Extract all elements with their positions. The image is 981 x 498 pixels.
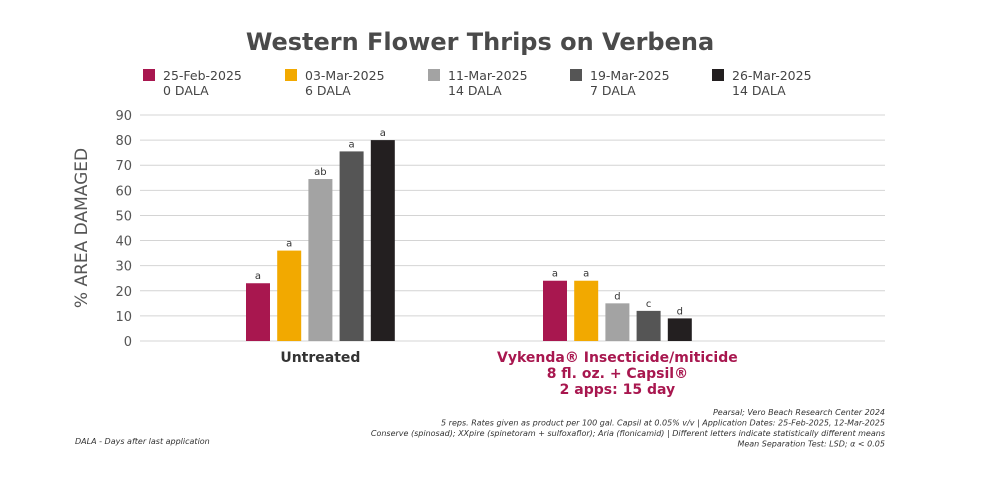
significance-letter: a: [583, 269, 589, 280]
y-axis-label: % AREA DAMAGED: [72, 148, 92, 308]
y-tick-label: 30: [115, 260, 132, 275]
significance-letter: d: [614, 291, 620, 302]
legend-label: 03-Mar-2025: [305, 68, 385, 83]
category-label: 2 apps: 15 day: [560, 382, 675, 398]
dala-note: DALA - Days after last application: [75, 437, 210, 446]
y-tick-label: 60: [115, 184, 132, 199]
legend-swatch: [712, 69, 724, 81]
category-label: Untreated: [280, 350, 360, 366]
chart-title: Western Flower Thrips on Verbena: [246, 28, 714, 56]
bar: [574, 280, 599, 341]
y-tick-label: 0: [124, 335, 132, 350]
category-label: 8 fl. oz. + Capsil®: [547, 366, 688, 382]
y-tick-label: 90: [115, 109, 132, 124]
significance-letter: a: [286, 239, 292, 250]
significance-letter: a: [349, 139, 355, 150]
footnote: Pearsal; Vero Beach Research Center 2024: [713, 408, 885, 417]
legend-swatch: [143, 69, 155, 81]
legend-label: 26-Mar-2025: [732, 68, 812, 83]
footnote: Mean Separation Test: LSD; α < 0.05: [737, 440, 885, 449]
significance-letter: a: [255, 271, 261, 282]
bar: [308, 179, 333, 341]
legend-sublabel: 14 DALA: [448, 83, 502, 98]
footnote: 5 reps. Rates given as product per 100 g…: [441, 419, 885, 428]
bar: [667, 318, 692, 341]
legend-label: 19-Mar-2025: [590, 68, 670, 83]
y-tick-label: 50: [115, 209, 132, 224]
significance-letter: d: [677, 306, 683, 317]
bar: [370, 140, 395, 341]
legend-swatch: [428, 69, 440, 81]
significance-letter: ab: [314, 167, 326, 178]
legend-swatch: [570, 69, 582, 81]
y-tick-label: 10: [115, 310, 132, 325]
legend-sublabel: 14 DALA: [732, 83, 786, 98]
legend-sublabel: 0 DALA: [163, 83, 209, 98]
bar: [636, 310, 661, 341]
footnote: Conserve (spinosad); XXpire (spinetoram …: [371, 429, 885, 438]
legend-swatch: [285, 69, 297, 81]
significance-letter: a: [552, 269, 558, 280]
legend-label: 25-Feb-2025: [163, 68, 242, 83]
bar: [605, 303, 630, 341]
significance-letter: c: [646, 299, 652, 310]
category-label: Vykenda® Insecticide/miticide: [497, 350, 738, 366]
bar: [339, 151, 364, 341]
y-tick-label: 20: [115, 285, 132, 300]
significance-letter: a: [380, 128, 386, 139]
bar: [543, 280, 567, 341]
legend-sublabel: 6 DALA: [305, 83, 351, 98]
bar: [246, 283, 270, 341]
y-tick-label: 80: [115, 134, 132, 149]
legend-sublabel: 7 DALA: [590, 83, 636, 98]
y-tick-label: 40: [115, 235, 132, 250]
legend-label: 11-Mar-2025: [448, 68, 528, 83]
y-tick-label: 70: [115, 159, 132, 174]
bar: [277, 250, 302, 341]
